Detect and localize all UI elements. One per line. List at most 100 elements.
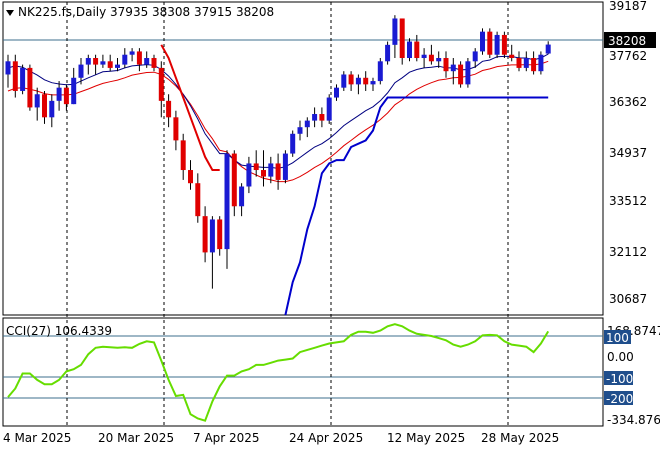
candle-bull [436, 58, 442, 62]
period-separators [66, 2, 509, 426]
candle-bull [5, 61, 11, 75]
current-price-label: 38208 [608, 34, 646, 48]
candle-bear [516, 58, 522, 68]
candle-bear [363, 77, 369, 85]
candle-bull [545, 44, 551, 54]
candle-bear [151, 58, 157, 68]
candle-bear [348, 74, 354, 85]
candle-bear [195, 183, 201, 217]
candle-bull [312, 114, 318, 121]
cci-series [7, 323, 550, 422]
candle-bear [531, 58, 537, 72]
candle-bull [385, 44, 391, 62]
candle-bear [414, 41, 420, 59]
time-tick-label: 24 Apr 2025 [289, 431, 363, 445]
candle-bull [494, 34, 500, 55]
candle-bear [158, 67, 164, 101]
candle-bear [188, 170, 193, 184]
stop-red-series [160, 44, 220, 171]
candle-bull [297, 127, 303, 134]
symbol-header: NK225.fs,Daily 37935 38308 37915 38208 [18, 5, 274, 19]
price-panel-frame [2, 1, 604, 316]
cci-badge-100 [604, 330, 631, 344]
candle-bull [239, 186, 245, 207]
candle-bear [428, 54, 434, 62]
candle-bull [421, 54, 427, 59]
candle-bear [458, 64, 464, 85]
candle-bull [224, 153, 230, 250]
candle-bear [27, 67, 33, 108]
candle-bull [392, 18, 398, 45]
candle-bear [180, 140, 186, 171]
time-tick-label: 4 Mar 2025 [3, 431, 71, 445]
candle-bull [290, 133, 296, 154]
time-tick-label: 28 May 2025 [481, 431, 559, 445]
candle-bear [399, 18, 405, 59]
candle-bull [115, 64, 120, 68]
cci-tick-label: 0.00 [607, 350, 634, 364]
candle-bear [253, 163, 259, 171]
candle-bull [407, 41, 412, 59]
candle-bear [275, 163, 281, 180]
candle-bull [209, 219, 215, 253]
candle-bear [217, 219, 223, 250]
current-price-box [604, 32, 656, 48]
stop-blue-series [284, 96, 549, 316]
cci-badge-minus100 [604, 371, 633, 385]
cci-badge-minus200 [604, 391, 633, 405]
candle-bull [377, 61, 383, 82]
candle-bear [173, 117, 179, 141]
candle-bull [129, 51, 135, 55]
candle-bull [34, 94, 40, 108]
candle-bear [231, 153, 237, 207]
candle-bull [523, 58, 529, 68]
candle-bull [122, 54, 128, 65]
candle-bear [166, 100, 172, 118]
candle-bull [304, 120, 310, 128]
price-tick-label: 30687 [609, 292, 647, 306]
candle-bear [501, 34, 507, 55]
cci-panel-frame [2, 317, 604, 427]
stop-blue-line [284, 96, 549, 316]
candle-bull [85, 58, 91, 65]
candlestick-series [5, 15, 551, 289]
price-tick-label: 33512 [609, 194, 647, 208]
cci-tick-label: -100 [606, 372, 633, 386]
candle-bull [282, 153, 288, 180]
candle-bull [78, 64, 84, 78]
candle-bull [355, 77, 361, 85]
candle-bull [370, 81, 376, 85]
price-tick-label: 34937 [609, 146, 647, 160]
price-tick-label: 37762 [609, 49, 647, 63]
candle-bear [93, 58, 99, 65]
candle-bull [268, 163, 274, 177]
candle-bear [319, 114, 325, 121]
price-axis: 39187 37762 36362 34937 33512 32112 3068… [609, 0, 647, 306]
cci-header: CCI(27) 106.4339 [6, 324, 112, 338]
candle-bear [107, 61, 113, 68]
cci-tick-label: -200 [606, 392, 633, 406]
time-axis: 4 Mar 2025 20 Mar 2025 7 Apr 2025 24 Apr… [3, 431, 559, 445]
candle-bull [56, 87, 62, 101]
candle-bull [465, 61, 471, 85]
price-tick-label: 36362 [609, 95, 647, 109]
candle-bull [450, 64, 456, 72]
candle-bear [509, 54, 515, 59]
candle-bull [480, 31, 485, 52]
candle-bear [443, 58, 449, 72]
stop-red-line [160, 44, 220, 171]
candle-bull [100, 61, 106, 65]
candle-bull [144, 58, 150, 65]
collapse-triangle-icon[interactable] [6, 10, 14, 16]
candle-bull [20, 67, 26, 91]
candle-bear [42, 94, 47, 118]
candle-bull [71, 77, 77, 105]
cci-tick-label: 100 [606, 331, 629, 345]
time-tick-label: 12 May 2025 [387, 431, 465, 445]
candle-bull [49, 100, 55, 118]
price-tick-label: 39187 [609, 0, 647, 13]
candle-bull [472, 51, 478, 62]
